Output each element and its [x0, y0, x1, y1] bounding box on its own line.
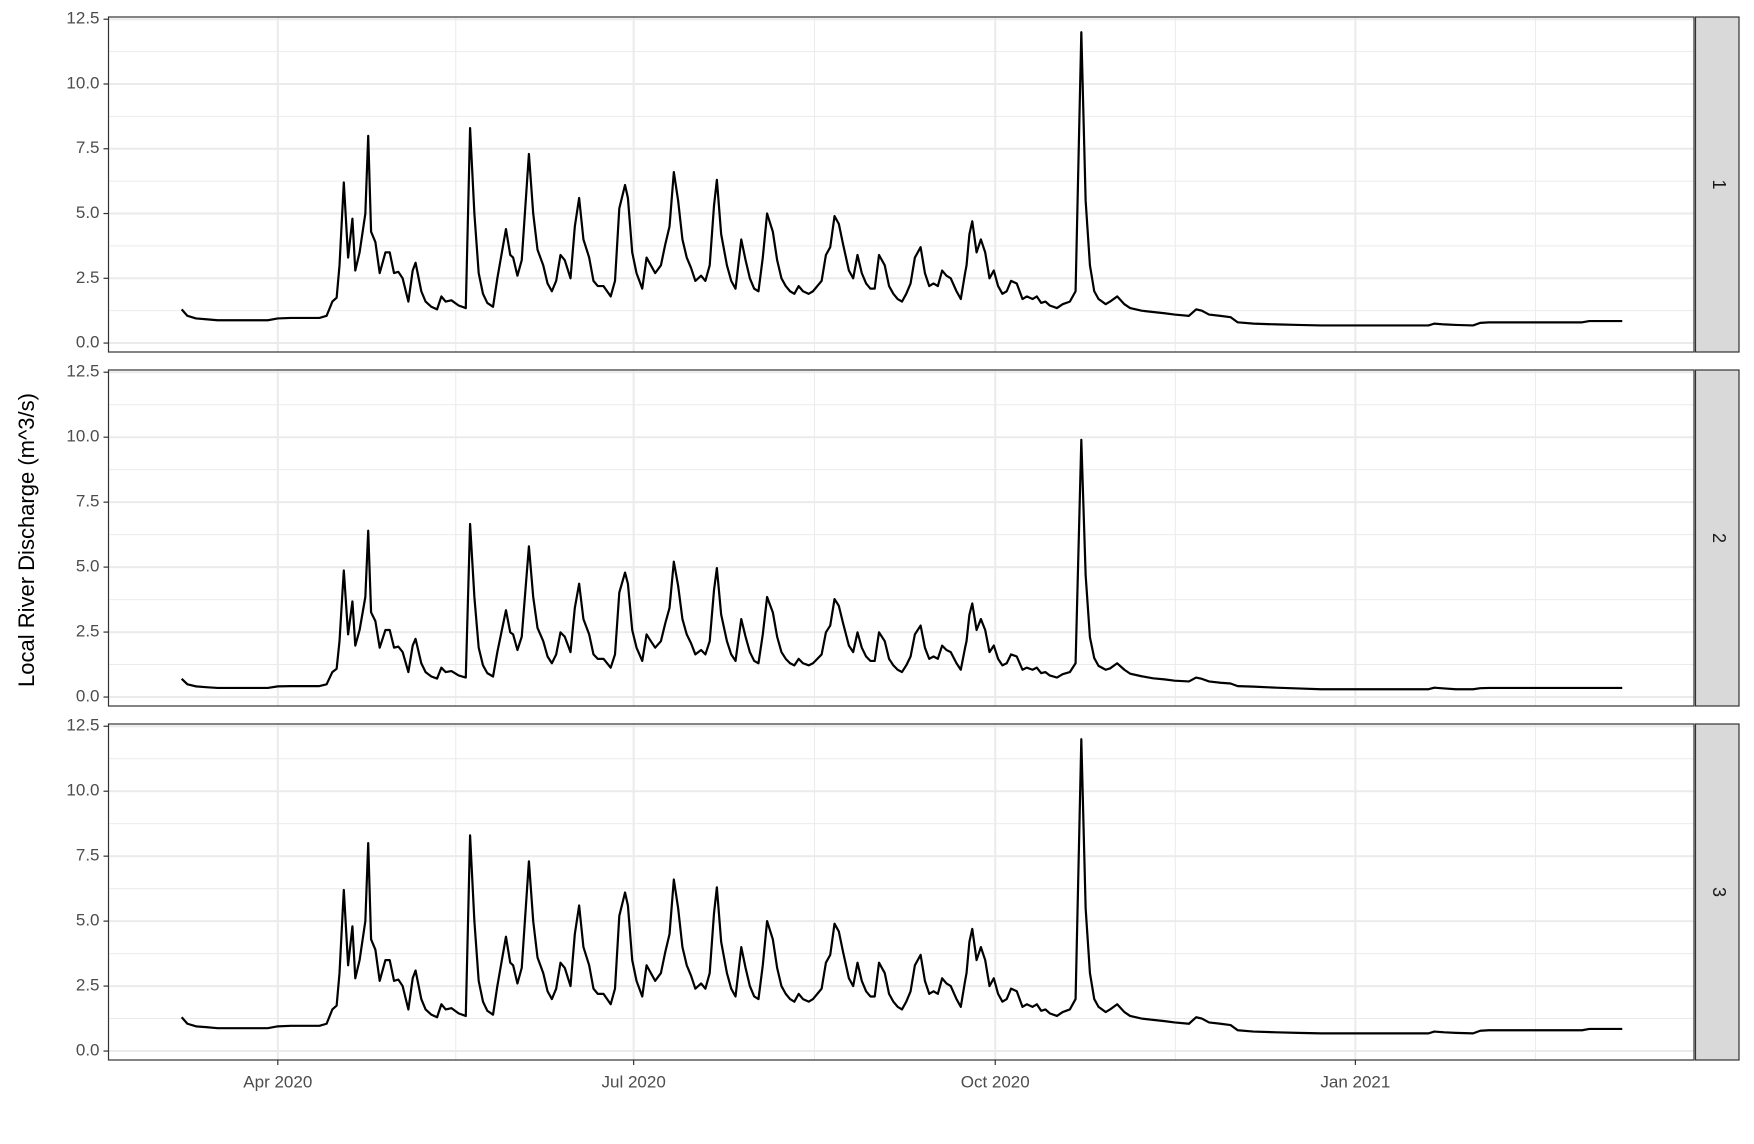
facet-strip: [1694, 723, 1740, 1061]
panel-border: [107, 369, 1695, 707]
panel-border: [107, 16, 1695, 353]
y-tick-label: 12.5: [66, 9, 99, 28]
y-tick-label: 12.5: [66, 362, 99, 381]
y-tick-label: 0.0: [76, 687, 100, 706]
y-tick-label: 0.0: [76, 1041, 100, 1060]
y-tick-label: 0.0: [76, 333, 100, 352]
facet-strip: [1694, 16, 1740, 353]
y-axis-title: Local River Discharge (m^3/s): [14, 393, 39, 687]
x-tick-label: Jan 2021: [1320, 1072, 1390, 1091]
line: [180, 31, 1623, 327]
line: [180, 738, 1623, 1035]
y-tick-label: 5.0: [76, 911, 100, 930]
panel-background: [108, 370, 1694, 706]
panel-border: [107, 723, 1695, 1061]
y-tick-label: 5.0: [76, 203, 100, 222]
facet-label: 1: [1709, 179, 1729, 189]
y-tick-label: 10.0: [66, 73, 99, 92]
y-tick-label: 7.5: [76, 492, 100, 511]
y-tick-label: 5.0: [76, 557, 100, 576]
facet-label: 2: [1709, 533, 1729, 543]
x-tick-label: Oct 2020: [961, 1072, 1030, 1091]
y-tick-label: 7.5: [76, 138, 100, 157]
y-tick-label: 2.5: [76, 976, 100, 995]
y-tick-label: 10.0: [66, 781, 99, 800]
x-tick-label: Jul 2020: [602, 1072, 666, 1091]
y-tick-label: 7.5: [76, 846, 100, 865]
y-tick-label: 2.5: [76, 622, 100, 641]
facet-label: 3: [1709, 887, 1729, 897]
line: [180, 438, 1623, 691]
panel-background: [108, 17, 1694, 352]
y-tick-label: 2.5: [76, 268, 100, 287]
y-tick-label: 10.0: [66, 427, 99, 446]
facet-strip: [1694, 369, 1740, 707]
y-tick-label: 12.5: [66, 716, 99, 735]
x-tick-label: Apr 2020: [243, 1072, 312, 1091]
panel-background: [108, 724, 1694, 1060]
